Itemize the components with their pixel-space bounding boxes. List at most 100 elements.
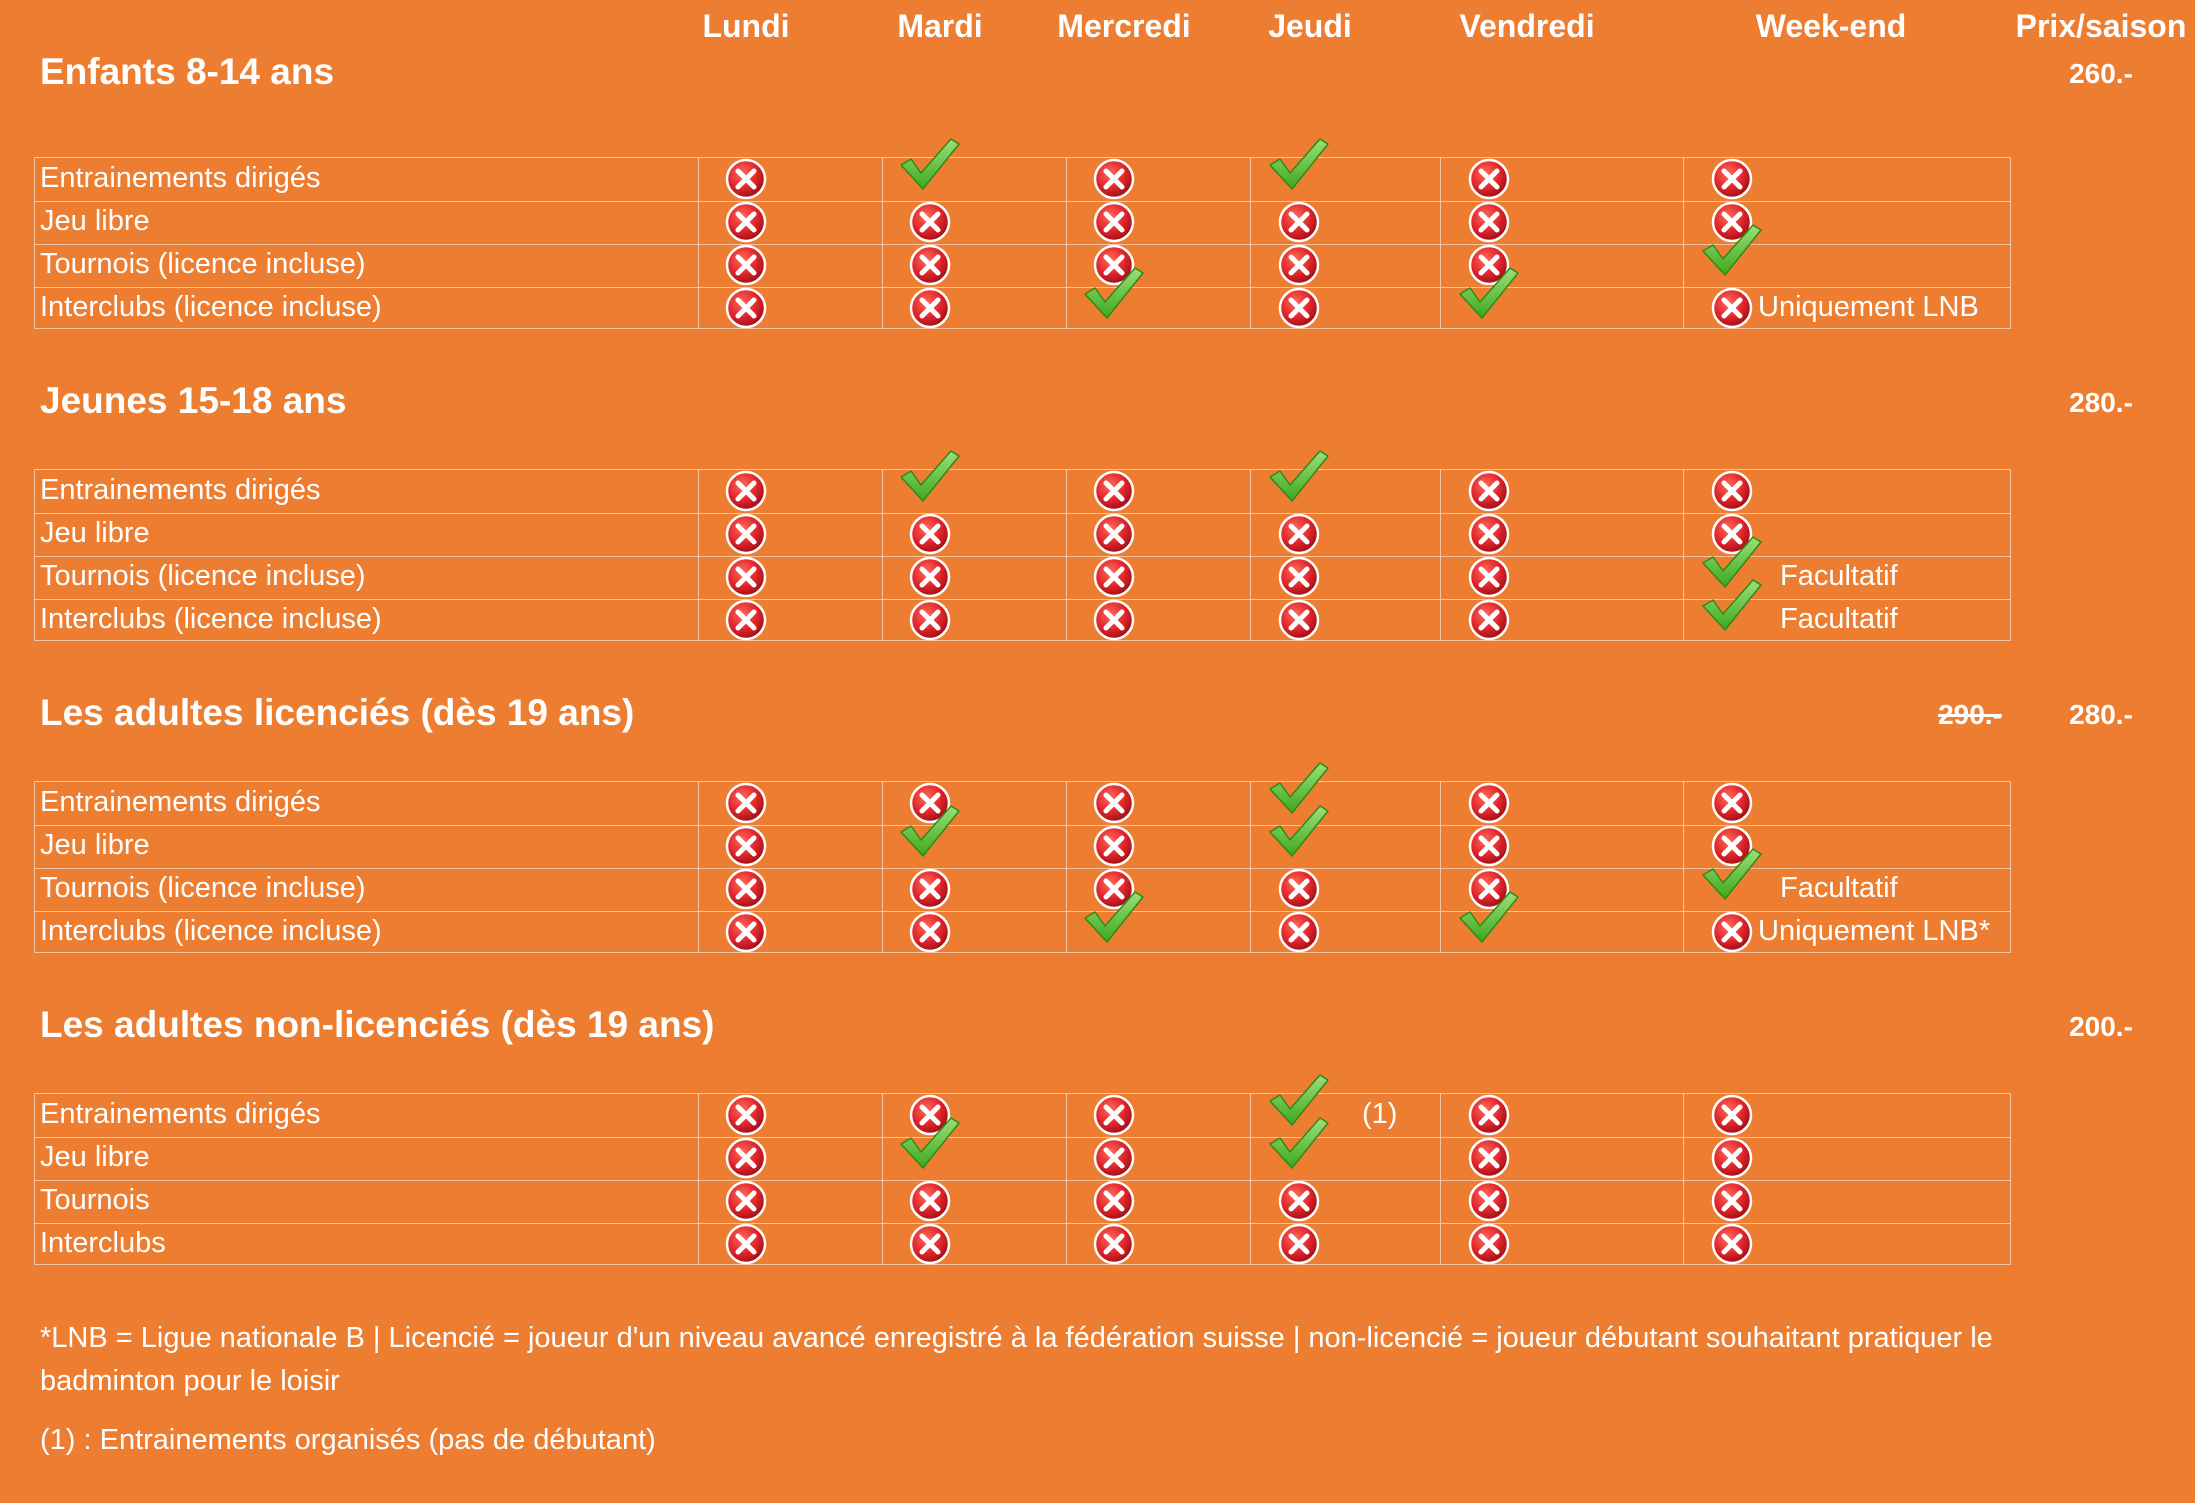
checkmark-icon xyxy=(1699,576,1765,636)
section-title: Jeunes 15-18 ans xyxy=(40,380,347,421)
column-header-jeudi: Jeudi xyxy=(1268,8,1352,44)
row-label: Entrainements dirigés xyxy=(40,1098,321,1130)
season-price: 200.- xyxy=(2069,1011,2133,1042)
cell-note: Facultatif xyxy=(1780,560,1898,592)
column-divider xyxy=(1683,1094,1684,1264)
column-divider xyxy=(698,158,699,328)
cross-circle-icon xyxy=(1467,598,1511,642)
cross-circle-icon xyxy=(1467,512,1511,556)
cross-circle-icon xyxy=(1277,286,1321,330)
cross-circle-icon xyxy=(724,1222,768,1266)
cross-circle-icon xyxy=(1092,1136,1136,1180)
row-label: Tournois (licence incluse) xyxy=(40,560,366,592)
row-label: Tournois (licence incluse) xyxy=(40,872,366,904)
cross-circle-icon xyxy=(1092,157,1136,201)
cross-circle-icon xyxy=(724,555,768,599)
row-divider xyxy=(35,244,2010,245)
row-label: Entrainements dirigés xyxy=(40,474,321,506)
cross-circle-icon xyxy=(1467,469,1511,513)
checkmark-icon xyxy=(897,1114,963,1174)
cross-circle-icon xyxy=(1710,1179,1754,1223)
cross-circle-icon xyxy=(1710,200,1754,244)
column-divider xyxy=(698,1094,699,1264)
row-label: Jeu libre xyxy=(40,1141,150,1173)
row-label: Entrainements dirigés xyxy=(40,162,321,194)
section-table xyxy=(34,1093,2011,1265)
row-label: Interclubs (licence incluse) xyxy=(40,915,382,947)
column-divider xyxy=(1066,470,1067,640)
footnote-organised-trainings: (1) : Entrainements organisés (pas de dé… xyxy=(40,1424,656,1456)
cross-circle-icon xyxy=(1092,824,1136,868)
cross-circle-icon xyxy=(1467,200,1511,244)
checkmark-icon xyxy=(1266,1071,1332,1131)
cross-circle-icon xyxy=(1467,1179,1511,1223)
cross-circle-icon xyxy=(908,867,952,911)
cross-circle-icon xyxy=(1277,867,1321,911)
cross-circle-icon xyxy=(908,555,952,599)
column-header-mardi: Mardi xyxy=(897,8,983,44)
checkmark-icon xyxy=(897,802,963,862)
row-label: Interclubs (licence incluse) xyxy=(40,291,382,323)
row-divider xyxy=(35,1137,2010,1138)
row-divider xyxy=(35,599,2010,600)
row-label: Entrainements dirigés xyxy=(40,786,321,818)
cross-circle-icon xyxy=(1277,555,1321,599)
cross-circle-icon xyxy=(1467,1222,1511,1266)
checkmark-icon xyxy=(1699,845,1765,905)
cross-circle-icon xyxy=(724,243,768,287)
section-table xyxy=(34,469,2011,641)
row-label: Interclubs (licence incluse) xyxy=(40,603,382,635)
column-divider xyxy=(1440,782,1441,952)
cross-circle-icon xyxy=(724,469,768,513)
cross-circle-icon xyxy=(908,286,952,330)
cross-circle-icon xyxy=(1710,781,1754,825)
cross-circle-icon xyxy=(1710,157,1754,201)
checkmark-icon xyxy=(1081,888,1147,948)
row-divider xyxy=(35,1180,2010,1181)
cross-circle-icon xyxy=(1277,512,1321,556)
column-header-lundi: Lundi xyxy=(702,8,790,44)
cross-circle-icon xyxy=(1092,598,1136,642)
row-label: Jeu libre xyxy=(40,829,150,861)
column-divider xyxy=(882,470,883,640)
column-divider xyxy=(1066,1094,1067,1264)
season-price: 280.- xyxy=(2069,387,2133,418)
cross-circle-icon xyxy=(1710,1222,1754,1266)
column-divider xyxy=(1440,1094,1441,1264)
column-divider xyxy=(1250,158,1251,328)
checkmark-icon xyxy=(1266,802,1332,862)
cross-circle-icon xyxy=(1710,469,1754,513)
column-divider xyxy=(1440,158,1441,328)
cross-circle-icon xyxy=(908,1179,952,1223)
column-divider xyxy=(1066,158,1067,328)
cross-circle-icon xyxy=(724,157,768,201)
column-divider xyxy=(1683,158,1684,328)
column-divider xyxy=(698,782,699,952)
cross-circle-icon xyxy=(724,867,768,911)
cell-note: Uniquement LNB* xyxy=(1758,915,1991,947)
row-label: Jeu libre xyxy=(40,517,150,549)
cross-circle-icon xyxy=(1092,555,1136,599)
checkmark-icon xyxy=(1699,533,1765,593)
section-title: Les adultes licenciés (dès 19 ans) xyxy=(40,692,635,733)
cross-circle-icon xyxy=(1710,286,1754,330)
cross-circle-icon xyxy=(1710,1093,1754,1137)
row-divider xyxy=(35,201,2010,202)
cross-circle-icon xyxy=(1092,200,1136,244)
cross-circle-icon xyxy=(908,910,952,954)
column-header-mercredi: Mercredi xyxy=(1057,8,1191,44)
cross-circle-icon xyxy=(1710,512,1754,556)
cross-circle-icon xyxy=(1092,1179,1136,1223)
cross-circle-icon xyxy=(1467,1136,1511,1180)
section-table xyxy=(34,781,2011,953)
column-divider xyxy=(882,1094,883,1264)
footnote-lnb-definition: *LNB = Ligue nationale B | Licencié = jo… xyxy=(40,1322,1993,1354)
cross-circle-icon xyxy=(724,910,768,954)
cross-circle-icon xyxy=(908,512,952,556)
cell-note: (1) xyxy=(1362,1098,1398,1130)
cross-circle-icon xyxy=(1277,200,1321,244)
column-divider xyxy=(1683,782,1684,952)
cell-note: Facultatif xyxy=(1780,872,1898,904)
column-divider xyxy=(1250,470,1251,640)
cross-circle-icon xyxy=(1277,598,1321,642)
